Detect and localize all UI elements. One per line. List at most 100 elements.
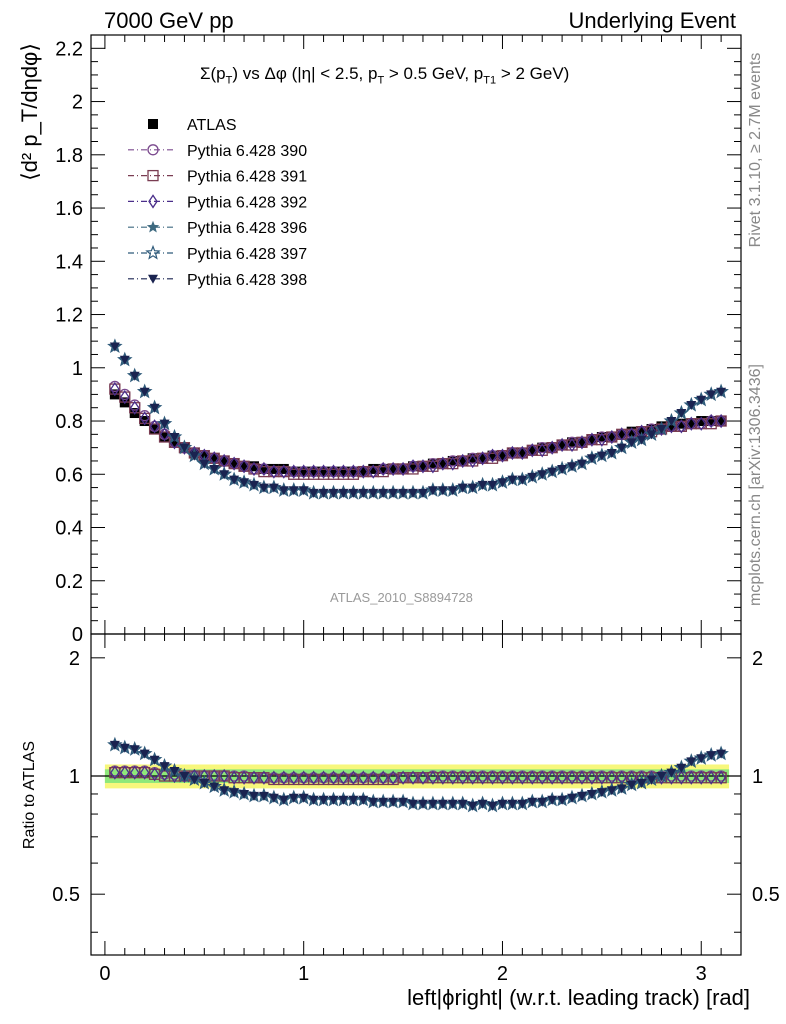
data-point (686, 418, 697, 429)
ratio-point (408, 799, 419, 809)
legend-marker (147, 169, 159, 182)
y-tick-label: 0.4 (55, 518, 83, 540)
ratio-point (219, 768, 229, 784)
data-point (418, 459, 428, 474)
data-point (159, 431, 170, 442)
data-point (318, 464, 329, 479)
data-point (527, 472, 538, 482)
data-point (507, 475, 518, 485)
ratio-point (636, 778, 647, 788)
data-point (438, 456, 448, 471)
data-point (259, 461, 269, 477)
ratio-point (517, 799, 528, 809)
data-point (497, 448, 508, 463)
ratio-y-tick-label-right: 2 (752, 648, 763, 670)
data-point (109, 342, 120, 352)
ratio-point (696, 770, 707, 785)
data-point (716, 413, 726, 429)
ratio-point (507, 799, 518, 809)
data-point (368, 464, 379, 479)
data-point (606, 448, 617, 458)
data-point (358, 464, 369, 479)
ratio-point (398, 797, 409, 807)
legend-label: Pythia 6.428 391 (187, 169, 307, 186)
data-point (119, 355, 130, 365)
data-point (288, 466, 299, 477)
ratio-point (348, 770, 359, 785)
y-tick-label: 1.2 (55, 305, 83, 327)
data-point (219, 455, 230, 466)
data-point (467, 453, 478, 469)
ratio-point (576, 791, 587, 801)
x-axis-ticks: 0 1 2 3 (99, 35, 742, 985)
data-point (388, 461, 398, 477)
y-tick-label: 2.2 (55, 38, 83, 60)
data-point (308, 466, 319, 477)
data-point (696, 416, 707, 427)
ratio-point (587, 770, 597, 785)
main-series-pythia-6.428-392 (110, 381, 726, 479)
ratio-point (438, 770, 448, 785)
ratio-point (646, 775, 657, 785)
ratio-point (318, 770, 329, 785)
data-point (437, 458, 448, 469)
ratio-point (189, 775, 200, 785)
data-point (716, 387, 727, 397)
data-point (378, 488, 389, 498)
data-point (497, 478, 508, 488)
ratio-point (676, 763, 687, 773)
data-point (149, 424, 160, 435)
legend-marker (148, 119, 158, 129)
ratio-point (457, 799, 468, 809)
data-point (587, 432, 597, 447)
data-point (358, 488, 369, 498)
data-point (279, 464, 289, 479)
data-point (258, 483, 269, 493)
data-point (368, 463, 379, 474)
ratio-point (567, 793, 578, 803)
data-point (278, 463, 289, 474)
data-point (576, 459, 587, 469)
y-tick-label: 1.6 (55, 198, 83, 220)
data-point (507, 447, 518, 458)
ratio-point (527, 797, 538, 807)
data-point (268, 463, 279, 474)
ratio-point (368, 770, 379, 785)
ratio-point (110, 765, 120, 780)
ratio-point (616, 784, 627, 794)
data-point (248, 480, 259, 490)
ratio-point (129, 745, 140, 755)
data-point (457, 455, 468, 466)
data-point (557, 439, 568, 450)
data-point (288, 486, 299, 496)
data-point (328, 488, 339, 498)
data-point (159, 419, 170, 429)
ratio-point (159, 762, 170, 772)
ratio-point (179, 772, 190, 782)
data-point (547, 442, 558, 453)
ratio-point (586, 789, 597, 799)
ratio-point (159, 767, 170, 782)
data-point (278, 486, 289, 496)
ratio-point (358, 795, 369, 805)
ratio-point (139, 765, 150, 780)
ratio-point (467, 770, 478, 785)
data-point (457, 453, 468, 469)
data-point (477, 480, 488, 490)
data-point (169, 437, 180, 448)
ratio-point (298, 770, 309, 785)
data-point (338, 464, 349, 479)
ratio-point (338, 770, 349, 785)
ratio-point (408, 770, 418, 785)
data-point (219, 470, 230, 480)
data-point (258, 463, 269, 474)
ratio-point (368, 797, 379, 807)
data-point (318, 488, 329, 498)
ratio-point (398, 770, 408, 785)
data-point (378, 463, 389, 474)
data-point (308, 488, 319, 498)
ratio-point (517, 770, 528, 785)
data-point (467, 453, 478, 464)
x-tick-label: 3 (696, 963, 707, 985)
data-point (517, 475, 528, 485)
